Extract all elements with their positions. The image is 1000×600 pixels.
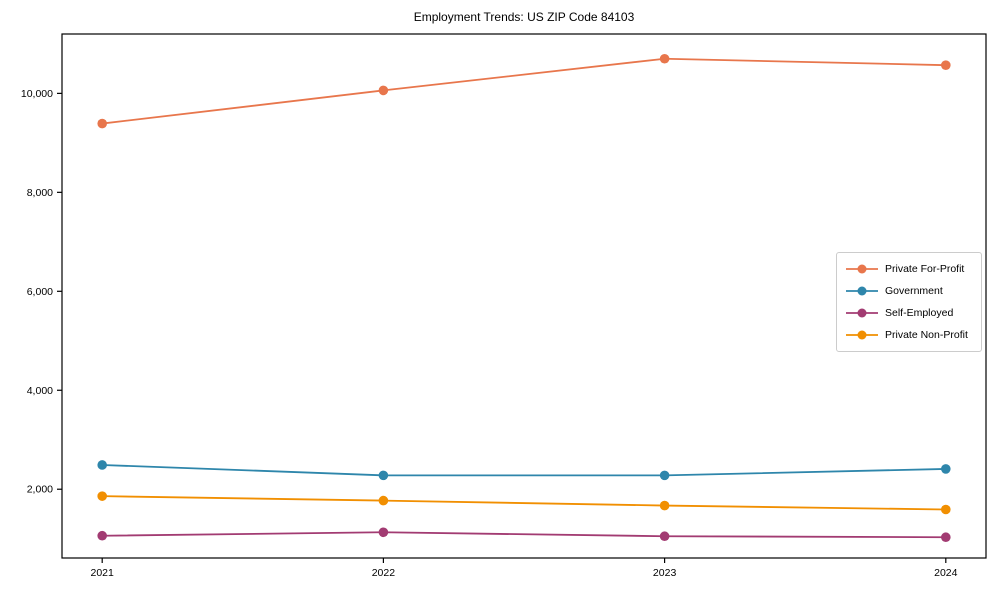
y-tick-label: 4,000 [27, 385, 53, 397]
data-point-self-employed-2024 [941, 532, 951, 543]
legend-item-self-employed: Self-Employed [846, 304, 972, 322]
data-point-private-for-profit-2023 [659, 53, 670, 64]
legend-dot-icon [857, 286, 867, 296]
series-line-private-non-profit [102, 495, 946, 511]
legend-marker-icon [846, 286, 878, 296]
legend-label: Self-Employed [885, 307, 954, 319]
y-tick-label: 6,000 [27, 286, 53, 298]
y-tick-label: 8,000 [27, 187, 53, 199]
legend-dot-icon [857, 264, 867, 274]
data-point-government-2024 [941, 464, 951, 474]
data-point-self-employed-2021 [97, 530, 107, 541]
y-tick-label: 10,000 [21, 88, 53, 100]
legend-marker-icon [846, 308, 878, 318]
data-point-private-non-profit-2023 [659, 500, 670, 511]
data-point-government-2023 [659, 470, 670, 481]
legend-dot-icon [857, 308, 867, 318]
legend-item-government: Government [846, 282, 972, 300]
x-tick-label: 2023 [653, 567, 677, 579]
data-point-self-employed-2023 [659, 531, 670, 542]
chart-title: Employment Trends: US ZIP Code 84103 [413, 10, 635, 24]
data-point-private-non-profit-2024 [941, 504, 951, 515]
legend-label: Private For-Profit [885, 263, 965, 275]
x-tick-label: 2021 [91, 567, 115, 579]
series-line-private-for-profit [102, 57, 946, 125]
series-line-self-employed [102, 531, 946, 539]
legend-label: Private Non-Profit [885, 329, 968, 341]
y-tick-label: 2,000 [27, 484, 53, 496]
axes-frame [61, 33, 987, 559]
x-tick-label: 2022 [372, 567, 396, 579]
data-point-private-for-profit-2021 [97, 118, 107, 129]
legend-item-private-non-profit: Private Non-Profit [846, 326, 972, 344]
data-point-private-non-profit-2022 [378, 495, 389, 506]
series-line-government [102, 464, 946, 477]
data-point-government-2021 [97, 460, 107, 470]
legend: Private For-Profit Government Self-Employe… [836, 252, 982, 352]
legend-label: Government [885, 285, 943, 297]
data-point-private-non-profit-2021 [97, 491, 107, 501]
x-tick-label: 2024 [934, 567, 958, 579]
data-point-self-employed-2022 [378, 527, 389, 538]
data-point-private-for-profit-2022 [378, 85, 389, 96]
legend-item-private-for-profit: Private For-Profit [846, 260, 972, 278]
data-point-private-for-profit-2024 [941, 60, 951, 70]
legend-marker-icon [846, 330, 878, 340]
legend-marker-icon [846, 264, 878, 274]
legend-dot-icon [857, 330, 867, 340]
data-point-government-2022 [378, 470, 389, 481]
